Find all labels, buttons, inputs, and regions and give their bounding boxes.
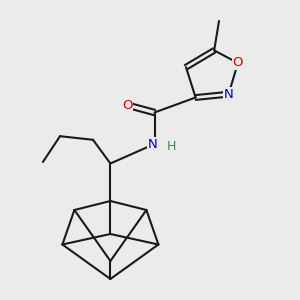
Text: N: N	[224, 88, 233, 101]
Text: O: O	[233, 56, 243, 70]
Text: O: O	[122, 99, 133, 112]
Text: N: N	[148, 137, 158, 151]
Text: H: H	[166, 140, 176, 154]
